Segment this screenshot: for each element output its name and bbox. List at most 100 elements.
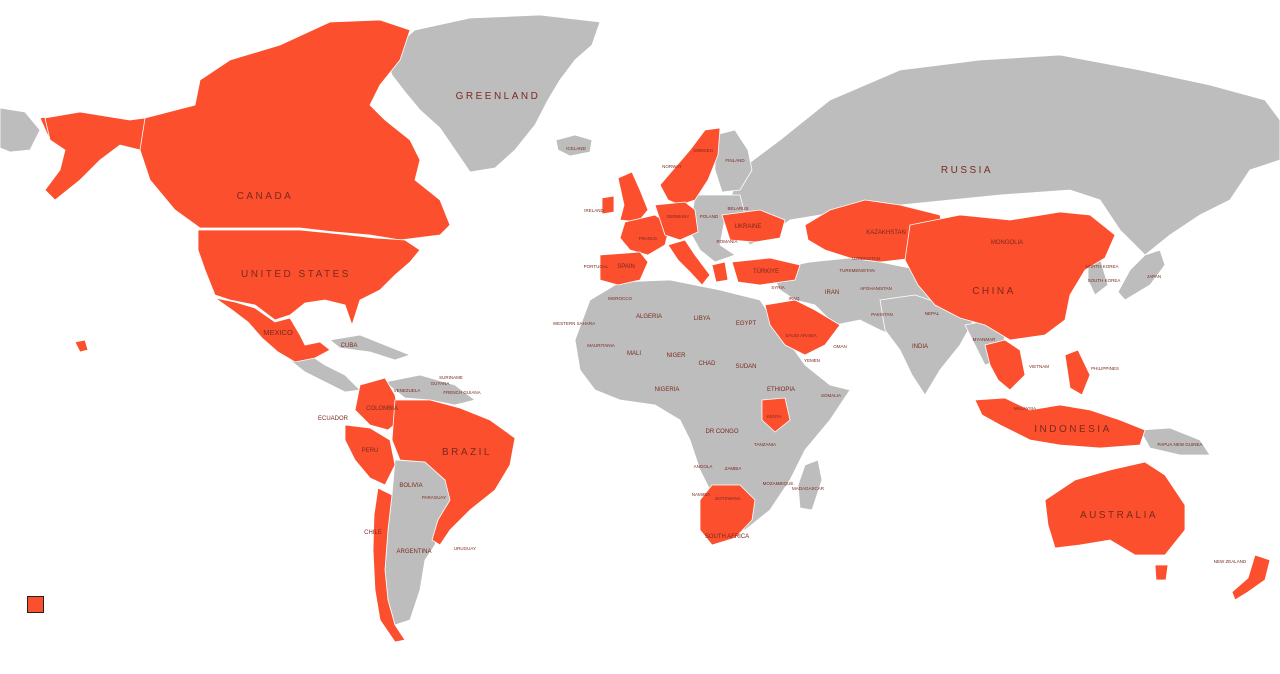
label-libya: LIBYA	[694, 316, 711, 322]
eastern-europe	[689, 194, 746, 263]
label-angola: ANGOLA	[694, 464, 713, 469]
label-malaysia: MALAYSIA	[1014, 406, 1036, 411]
spain-portugal	[599, 251, 649, 286]
label-greenland: GREENLAND	[456, 91, 541, 102]
label-germany: GERMANY	[667, 214, 690, 219]
label-kazakhstan: KAZAKHSTAN	[866, 230, 906, 236]
label-venezuela: VENEZUELA	[394, 388, 421, 393]
label-vietnam: VIETNAM	[1029, 364, 1049, 369]
chile	[372, 487, 406, 643]
label-mongolia: MONGOLIA	[991, 240, 1023, 246]
label-mexico: MEXICO	[263, 328, 293, 337]
alaska-hl	[44, 111, 146, 201]
label-australia: AUSTRALIA	[1080, 510, 1158, 521]
label-canada: CANADA	[237, 191, 294, 202]
label-ireland: IRELAND	[584, 208, 604, 213]
map-labels: GREENLAND RUSSIA CANADA UNITED STATES ME…	[237, 91, 1247, 564]
label-philippines: PHILIPPINES	[1091, 366, 1119, 371]
label-cuba: CUBA	[341, 343, 358, 349]
kenya	[761, 397, 791, 433]
label-new-zealand: NEW ZEALAND	[1214, 559, 1247, 564]
label-french-guiana: FRENCH GUIANA	[443, 390, 480, 395]
legend-swatch	[27, 596, 44, 613]
united-states	[197, 229, 421, 327]
united-kingdom	[617, 171, 649, 223]
label-namibia: NAMIBIA	[692, 492, 711, 497]
caribbean	[329, 334, 412, 361]
grey-land	[0, 14, 1280, 626]
china-mongolia	[904, 211, 1116, 341]
label-pakistan: PAKISTAN	[871, 312, 893, 317]
label-portugal: PORTUGAL	[584, 264, 609, 269]
australia	[1044, 461, 1186, 556]
indonesia	[974, 397, 1146, 449]
label-bolivia: BOLIVIA	[399, 483, 422, 489]
hawaii	[74, 339, 89, 353]
label-russia: RUSSIA	[941, 165, 993, 176]
label-north-korea: NORTH KOREA	[1086, 264, 1119, 269]
venezuela-guyanas	[384, 374, 476, 406]
label-ethiopia: ETHIOPIA	[767, 387, 795, 393]
africa	[574, 279, 851, 531]
label-iceland: ICELAND	[566, 146, 586, 151]
label-ukraine: UKRAINE	[735, 224, 762, 230]
label-algeria: ALGERIA	[636, 314, 662, 320]
label-colombia: COLOMBIA	[366, 406, 398, 412]
label-spain: SPAIN	[617, 264, 635, 270]
label-belarus: BELARUS	[727, 206, 748, 211]
label-niger: NIGER	[666, 353, 686, 359]
peru	[344, 424, 396, 486]
south-africa	[699, 484, 756, 546]
label-south-africa: SOUTH AFRICA	[705, 534, 749, 540]
label-uruguay: URUGUAY	[454, 546, 476, 551]
label-syria: SYRIA	[771, 285, 785, 290]
alaska	[0, 107, 41, 153]
turkiye	[731, 257, 801, 286]
label-france: FRANCE	[639, 236, 658, 241]
label-uzbekistan: UZBEKISTAN	[852, 256, 880, 261]
germany	[654, 201, 699, 241]
label-kenya: KENYA	[767, 414, 782, 419]
greenland	[384, 14, 601, 173]
greece	[711, 261, 729, 283]
finland	[714, 129, 753, 193]
label-finland: FINLAND	[725, 158, 745, 163]
label-egypt: EGYPT	[736, 321, 757, 327]
label-united-states: UNITED STATES	[241, 269, 351, 280]
label-ecuador: ECUADOR	[318, 416, 349, 422]
label-nigeria: NIGERIA	[655, 387, 680, 393]
label-afghanistan: AFGHANISTAN	[860, 286, 892, 291]
label-dr-congo: DR CONGO	[706, 429, 739, 435]
highlighted-countries	[39, 19, 1271, 643]
label-papua-new-guinea: PAPUA NEW GUINEA	[1158, 442, 1203, 447]
japan	[1117, 249, 1166, 301]
label-sudan: SUDAN	[735, 364, 756, 370]
label-peru: PERU	[362, 448, 379, 454]
label-chad: CHAD	[698, 361, 716, 367]
label-norway: NORWAY	[662, 164, 682, 169]
label-guyana: GUYANA	[431, 381, 450, 386]
label-oman: OMAN	[833, 344, 847, 349]
label-paraguay: PARAGUAY	[422, 495, 446, 500]
thailand-vietnam	[984, 339, 1026, 391]
label-suriname: SURINAME	[439, 375, 463, 380]
france	[619, 214, 671, 256]
new-zealand	[1231, 554, 1271, 601]
label-romania: ROMANIA	[716, 239, 737, 244]
label-chile: CHILE	[364, 530, 382, 536]
label-madagascar: MADAGASCAR	[792, 486, 825, 491]
label-yemen: YEMEN	[804, 358, 820, 363]
label-south-korea: SOUTH KOREA	[1088, 278, 1121, 283]
label-mali: MALI	[627, 351, 641, 357]
label-western-sahara: WESTERN SAHARA	[553, 321, 595, 326]
label-nepal: NEPAL	[925, 311, 940, 316]
label-argentina: ARGENTINA	[396, 549, 431, 555]
label-tanzania: TANZANIA	[754, 442, 776, 447]
philippines	[1064, 349, 1091, 396]
iceland	[555, 134, 593, 157]
label-mozambique: MOZAMBIQUE	[763, 481, 794, 486]
tasmania	[1154, 564, 1169, 581]
label-iran: IRAN	[825, 290, 839, 296]
scandinavia	[659, 127, 721, 206]
